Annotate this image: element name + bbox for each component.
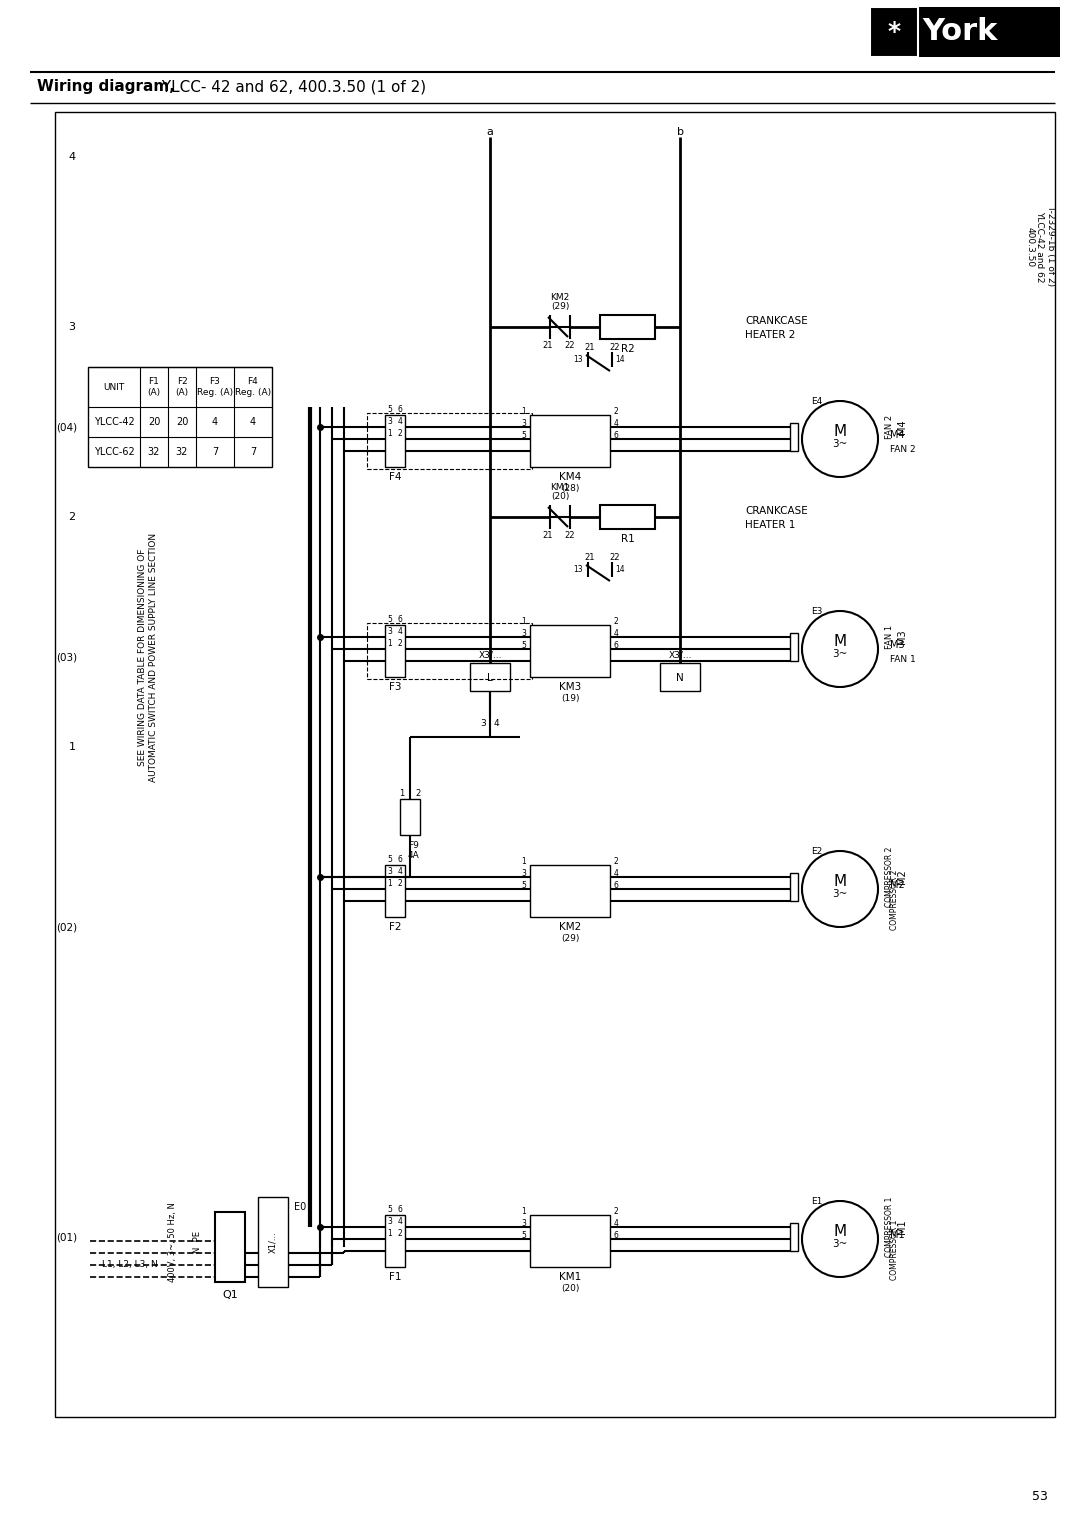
- Bar: [400, 799, 420, 835]
- Text: 6: 6: [615, 881, 619, 890]
- Text: F3
Reg. (A): F3 Reg. (A): [197, 377, 233, 397]
- Text: KM4: KM4: [558, 472, 581, 483]
- Text: 5: 5: [522, 431, 526, 440]
- Text: E4: E4: [811, 397, 823, 406]
- Text: FAN 2: FAN 2: [886, 415, 894, 440]
- Circle shape: [802, 1202, 878, 1277]
- Text: 5: 5: [387, 405, 392, 414]
- Text: 1: 1: [68, 742, 76, 751]
- Text: 2: 2: [399, 1229, 403, 1237]
- Text: 2: 2: [416, 788, 420, 797]
- Text: a: a: [487, 127, 494, 137]
- Text: 5: 5: [522, 881, 526, 890]
- Text: 32: 32: [148, 447, 160, 457]
- Text: COMPRESSOR 2: COMPRESSOR 2: [886, 847, 894, 907]
- Text: N  PE: N PE: [192, 1231, 202, 1254]
- Text: HEATER 2: HEATER 2: [745, 330, 795, 341]
- Bar: [87, 366, 272, 467]
- Text: Q1: Q1: [222, 1290, 238, 1299]
- Text: 4: 4: [212, 417, 218, 428]
- Text: 7: 7: [249, 447, 256, 457]
- Text: 5: 5: [387, 855, 392, 863]
- Text: 13: 13: [573, 354, 583, 363]
- Text: 5: 5: [387, 614, 392, 623]
- Text: 1: 1: [388, 878, 392, 887]
- Text: (29): (29): [551, 302, 569, 312]
- Text: 7: 7: [212, 447, 218, 457]
- Text: *: *: [888, 20, 901, 44]
- Text: 21: 21: [543, 530, 553, 539]
- Text: 3: 3: [387, 626, 392, 635]
- Text: X3/...: X3/...: [478, 651, 502, 660]
- Bar: [470, 663, 510, 692]
- Bar: [367, 623, 532, 680]
- Text: F1
(A): F1 (A): [148, 377, 161, 397]
- Text: 4: 4: [399, 626, 403, 635]
- Text: 400V, 3~, 50 Hz, N: 400V, 3~, 50 Hz, N: [168, 1202, 177, 1283]
- Text: 4: 4: [494, 719, 500, 728]
- Text: X1/...: X1/...: [269, 1231, 278, 1252]
- Text: M2: M2: [897, 869, 907, 884]
- Text: KM1: KM1: [551, 483, 569, 492]
- Text: 3: 3: [522, 629, 526, 637]
- Text: R1: R1: [621, 534, 634, 544]
- Text: 2: 2: [399, 878, 403, 887]
- Text: COMPRESSOR 2: COMPRESSOR 2: [890, 870, 899, 930]
- Text: M: M: [834, 634, 847, 649]
- Bar: [530, 864, 610, 918]
- Bar: [600, 315, 654, 339]
- Circle shape: [802, 851, 878, 927]
- Text: 2: 2: [615, 406, 619, 415]
- Text: 21: 21: [584, 342, 595, 351]
- Bar: [789, 423, 798, 450]
- Text: L: L: [487, 673, 492, 683]
- Text: 1: 1: [522, 1206, 526, 1215]
- Text: 53: 53: [1032, 1490, 1048, 1504]
- Text: 1: 1: [522, 857, 526, 866]
- Text: 3~: 3~: [833, 1238, 848, 1249]
- Text: 4: 4: [615, 418, 619, 428]
- Text: 2: 2: [615, 1206, 619, 1215]
- Text: (04): (04): [56, 421, 78, 432]
- Text: 22: 22: [610, 342, 620, 351]
- Text: FAN 1: FAN 1: [890, 655, 916, 664]
- Text: 4A: 4A: [408, 851, 420, 860]
- Text: M3: M3: [890, 640, 905, 651]
- Text: M4: M4: [890, 431, 905, 440]
- Text: 22: 22: [565, 530, 576, 539]
- Text: F2: F2: [389, 922, 402, 931]
- Text: 3: 3: [481, 719, 486, 728]
- Text: 3: 3: [68, 322, 76, 331]
- Text: CRANKCASE: CRANKCASE: [745, 316, 808, 325]
- Text: 1: 1: [522, 617, 526, 626]
- Text: (20): (20): [561, 1284, 579, 1293]
- Text: F4: F4: [389, 472, 402, 483]
- Text: 4: 4: [615, 629, 619, 637]
- Text: b: b: [676, 127, 684, 137]
- Text: M3: M3: [897, 629, 907, 644]
- Text: 1: 1: [388, 429, 392, 438]
- Text: YLCC- 42 and 62, 400.3.50 (1 of 2): YLCC- 42 and 62, 400.3.50 (1 of 2): [157, 79, 427, 95]
- Text: 3~: 3~: [833, 438, 848, 449]
- Text: 4: 4: [399, 417, 403, 426]
- Text: 3~: 3~: [833, 649, 848, 660]
- Text: YLCC-62: YLCC-62: [94, 447, 134, 457]
- Text: (02): (02): [56, 922, 78, 931]
- Bar: [600, 505, 654, 528]
- Text: E1: E1: [811, 1197, 823, 1205]
- Bar: [384, 864, 405, 918]
- Text: L1, L2, L3, N: L1, L2, L3, N: [103, 1260, 158, 1269]
- Bar: [215, 1212, 245, 1283]
- Text: FAN 2: FAN 2: [890, 446, 916, 455]
- Text: 1: 1: [522, 406, 526, 415]
- Text: 3: 3: [387, 417, 392, 426]
- Text: FAN 1: FAN 1: [886, 625, 894, 649]
- Text: 22: 22: [565, 341, 576, 350]
- Text: KM2: KM2: [558, 922, 581, 931]
- Text: SEE WIRING DATA TABLE FOR DIMENSIONING OF
AUTOMATIC SWITCH AND POWER SUPPLY LINE: SEE WIRING DATA TABLE FOR DIMENSIONING O…: [138, 533, 158, 782]
- Text: 4: 4: [615, 1219, 619, 1228]
- Text: 2: 2: [615, 857, 619, 866]
- Text: I-2329-1b (1 of 2)
YLCC-42 and 62
400.3.50: I-2329-1b (1 of 2) YLCC-42 and 62 400.3.…: [1025, 208, 1055, 287]
- Text: 13: 13: [573, 565, 583, 574]
- Text: 1: 1: [388, 1229, 392, 1237]
